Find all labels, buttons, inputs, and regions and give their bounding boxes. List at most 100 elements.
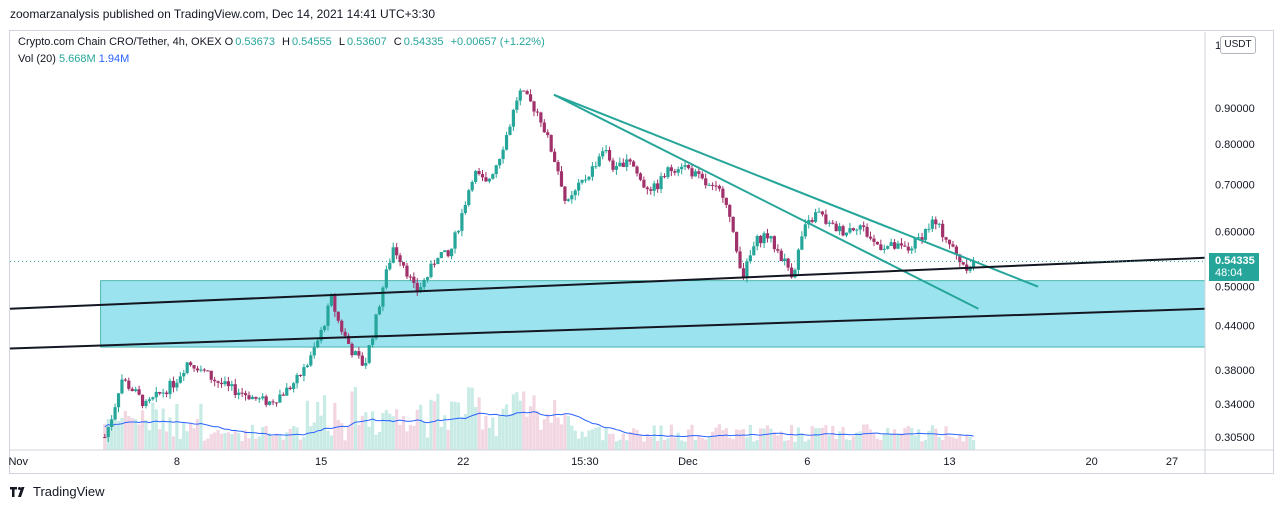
candle-body xyxy=(288,387,292,390)
candle-body xyxy=(855,229,859,231)
candle-body xyxy=(577,182,581,191)
volume-value: 5.668M xyxy=(58,53,96,65)
candle-body xyxy=(367,345,371,363)
chart-frame[interactable] xyxy=(9,30,1274,474)
volume-bar xyxy=(628,432,632,450)
candle-body xyxy=(954,246,958,255)
candle-body xyxy=(144,400,148,407)
candle-body xyxy=(384,269,388,288)
volume-legend: Vol (20) 5.668M 1.94M xyxy=(18,53,129,65)
candle-body xyxy=(268,401,272,405)
footer-brand[interactable]: TradingView xyxy=(10,484,105,499)
volume-bar xyxy=(192,428,196,450)
candle-body xyxy=(511,109,516,127)
candle-body xyxy=(274,402,279,404)
published-line: zoomarzanalysis published on TradingView… xyxy=(10,7,436,21)
candle-body xyxy=(947,239,952,245)
candle-body xyxy=(693,171,698,177)
candle-body xyxy=(820,211,825,215)
volume-bar xyxy=(865,424,869,450)
candle-body xyxy=(161,392,165,394)
volume-bar xyxy=(116,420,121,450)
candle-body xyxy=(127,380,131,389)
candle-body xyxy=(676,169,680,173)
chart-canvas[interactable]: 0.90000 0.80000 0.70000 0.60000 0.50000 0.440… xyxy=(0,0,1280,480)
volume-bar xyxy=(202,440,206,450)
candle-body xyxy=(848,228,852,233)
volume-bar xyxy=(401,416,406,450)
low-label: L xyxy=(338,36,345,48)
volume-bar xyxy=(896,433,900,450)
candle-body xyxy=(865,226,869,237)
volume-label[interactable]: Vol (20) xyxy=(18,53,56,65)
candle-body xyxy=(656,183,660,190)
candle-body xyxy=(278,394,282,403)
candle-body xyxy=(405,265,409,277)
volume-bar xyxy=(559,424,564,450)
volume-bar xyxy=(316,401,320,450)
volume-bar xyxy=(968,436,972,450)
volume-bar xyxy=(226,432,230,450)
volume-bar xyxy=(604,427,608,450)
candle-body xyxy=(432,263,437,265)
candle-body xyxy=(621,162,625,167)
candle-body xyxy=(838,226,842,232)
candle-body xyxy=(769,236,773,239)
candle-body xyxy=(642,179,646,188)
volume-bar xyxy=(649,437,653,450)
volume-bar xyxy=(755,440,759,450)
volume-bar xyxy=(298,439,303,450)
candle-body xyxy=(467,190,471,205)
volume-bar xyxy=(724,428,728,450)
volume-bar xyxy=(264,425,268,450)
candle-body xyxy=(508,126,512,136)
volume-bar xyxy=(374,434,378,450)
volume-bar xyxy=(686,429,691,450)
volume-bar xyxy=(357,424,361,450)
volume-bar xyxy=(937,437,941,450)
volume-bar xyxy=(463,414,467,450)
candle-body xyxy=(213,379,217,382)
candle-body xyxy=(748,255,752,262)
candle-body xyxy=(566,199,570,201)
candle-body xyxy=(824,214,828,224)
candle-body xyxy=(910,248,914,251)
volume-bar xyxy=(941,440,945,450)
candle-body xyxy=(154,391,158,398)
volume-bar xyxy=(391,416,395,450)
candle-body xyxy=(765,233,770,239)
volume-bar xyxy=(336,419,340,450)
candle-body xyxy=(951,244,955,247)
volume-bar xyxy=(501,408,505,450)
candle-body xyxy=(958,254,962,263)
candle-body xyxy=(336,311,340,321)
low-value: 0.53607 xyxy=(346,36,387,48)
volume-bar xyxy=(607,433,612,450)
candle-body xyxy=(563,186,567,201)
y-tick-label: 0.50000 xyxy=(1215,282,1255,294)
volume-bar xyxy=(735,429,739,450)
volume-bar xyxy=(786,440,790,450)
candle-body xyxy=(813,212,818,222)
volume-bar xyxy=(934,428,938,450)
candle-body xyxy=(783,258,787,262)
candle-body xyxy=(498,158,502,166)
volume-bar xyxy=(844,439,849,450)
y-tick-label: 0.90000 xyxy=(1215,103,1255,115)
volume-bar xyxy=(429,399,433,450)
bar-countdown: 48:04 xyxy=(1215,267,1243,279)
candle-body xyxy=(250,396,255,400)
volume-bar xyxy=(542,419,546,450)
currency-button[interactable]: USDT xyxy=(1220,36,1256,54)
candle-body xyxy=(882,248,886,250)
candle-body xyxy=(130,388,134,392)
volume-bar xyxy=(813,428,818,450)
candle-body xyxy=(930,219,934,229)
candle-body xyxy=(710,184,715,186)
volume-bar xyxy=(219,433,224,450)
volume-bar xyxy=(892,429,897,450)
volume-layer xyxy=(103,387,976,450)
volume-bar xyxy=(807,439,811,450)
candle-body xyxy=(559,171,564,187)
symbol-title[interactable]: Crypto.com Chain CRO/Tether, 4h, OKEX xyxy=(18,36,222,48)
